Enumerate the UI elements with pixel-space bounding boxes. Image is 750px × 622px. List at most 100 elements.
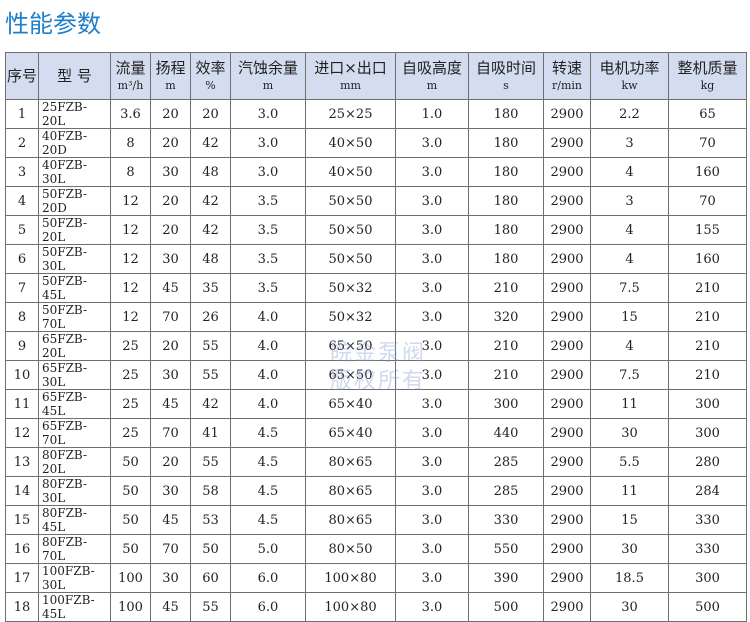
header-unit: % <box>205 79 216 92</box>
table-cell: 4.0 <box>230 389 306 419</box>
column-header: 进口×出口 mm <box>305 52 396 100</box>
table-cell: 330 <box>668 505 747 535</box>
table-cell: 285 <box>468 447 544 477</box>
table-cell: 42 <box>190 186 231 216</box>
table-cell: 4 <box>590 244 669 274</box>
table-cell: 12 <box>110 186 151 216</box>
table-cell: 12 <box>5 418 39 448</box>
table-cell: 3.0 <box>230 99 306 129</box>
table-cell: 50×32 <box>305 273 396 303</box>
table-cell: 4.5 <box>230 505 306 535</box>
table-cell: 45 <box>150 592 191 622</box>
table-cell: 284 <box>668 476 747 506</box>
table-cell: 80×65 <box>305 476 396 506</box>
table-cell: 55 <box>190 331 231 361</box>
table-cell: 50FZB-70L <box>38 302 111 332</box>
table-cell: 390 <box>468 563 544 593</box>
table-cell: 70 <box>150 534 191 564</box>
header-label: 型 号 <box>57 67 92 85</box>
header-unit: r/min <box>552 79 582 92</box>
table-cell: 30 <box>590 534 669 564</box>
table-cell: 70 <box>150 418 191 448</box>
table-cell: 20 <box>150 447 191 477</box>
table-cell: 26 <box>190 302 231 332</box>
column-header: 整机质量 kg <box>668 52 747 100</box>
table-cell: 55 <box>190 592 231 622</box>
table-cell: 20 <box>190 99 231 129</box>
table-cell: 285 <box>468 476 544 506</box>
table-row: 1 25FZB-20L 3.6 20 20 3.0 25×25 1.0 180 2900 2.2 65 <box>5 99 747 129</box>
column-header: 自吸时间 s <box>468 52 544 100</box>
table-row: 11 65FZB-45L 25 45 42 4.0 65×40 3.0 300 2900 11 300 <box>5 389 747 419</box>
table-cell: 3.0 <box>395 505 469 535</box>
table-cell: 3.0 <box>395 563 469 593</box>
column-header: 汽蚀余量 m <box>230 52 306 100</box>
header-unit: m <box>262 79 274 92</box>
header-label: 效率 <box>195 59 226 77</box>
table-cell: 100FZB-30L <box>38 563 111 593</box>
table-cell: 50FZB-20D <box>38 186 111 216</box>
table-cell: 300 <box>668 418 747 448</box>
table-cell: 280 <box>668 447 747 477</box>
table-cell: 30 <box>150 244 191 274</box>
table-cell: 41 <box>190 418 231 448</box>
table-cell: 160 <box>668 157 747 187</box>
table-cell: 65×40 <box>305 389 396 419</box>
table-cell: 210 <box>468 331 544 361</box>
table-cell: 18 <box>5 592 39 622</box>
table-cell: 2900 <box>543 157 591 187</box>
table-cell: 30 <box>150 476 191 506</box>
table-cell: 2900 <box>543 186 591 216</box>
table-cell: 180 <box>468 215 544 245</box>
table-cell: 50 <box>190 534 231 564</box>
table-cell: 2900 <box>543 244 591 274</box>
table-cell: 9 <box>5 331 39 361</box>
table-cell: 3.0 <box>395 128 469 158</box>
table-row: 10 65FZB-30L 25 30 55 4.0 65×50 3.0 210 2900 7.5 21… <box>5 360 747 390</box>
table-cell: 3.0 <box>395 331 469 361</box>
table-cell: 50 <box>110 505 151 535</box>
table-cell: 50 <box>110 476 151 506</box>
column-header: 效率% <box>190 52 231 100</box>
table-cell: 1.0 <box>395 99 469 129</box>
table-cell: 45 <box>150 273 191 303</box>
table-cell: 180 <box>468 186 544 216</box>
table-cell: 4.5 <box>230 476 306 506</box>
header-unit: s <box>503 79 509 92</box>
table-cell: 14 <box>5 476 39 506</box>
table-row: 4 50FZB-20D 12 20 42 3.5 50×50 3.0 180 2900 3 70 <box>5 186 747 216</box>
table-cell: 330 <box>468 505 544 535</box>
table-cell: 3.0 <box>395 447 469 477</box>
table-cell: 3.5 <box>230 273 306 303</box>
table-cell: 42 <box>190 215 231 245</box>
table-cell: 30 <box>150 563 191 593</box>
table-cell: 45 <box>150 505 191 535</box>
table-cell: 53 <box>190 505 231 535</box>
table-cell: 2900 <box>543 360 591 390</box>
table-row: 6 50FZB-30L 12 30 48 3.5 50×50 3.0 180 2900 4 160 <box>5 244 747 274</box>
table-cell: 155 <box>668 215 747 245</box>
table-cell: 2.2 <box>590 99 669 129</box>
header-label: 电机功率 <box>599 59 660 77</box>
table-cell: 8 <box>110 157 151 187</box>
performance-table: 序号 型 号 流量 m³/h 扬程 m 效率% 汽蚀余量 m 进口×出口 mm 自吸高度 m 自吸时间 s 转… <box>5 52 747 622</box>
table-cell: 2900 <box>543 447 591 477</box>
header-label: 汽蚀余量 <box>237 59 298 77</box>
table-cell: 6.0 <box>230 592 306 622</box>
table-cell: 40×50 <box>305 157 396 187</box>
table-cell: 50×32 <box>305 302 396 332</box>
table-cell: 2900 <box>543 389 591 419</box>
table-cell: 2900 <box>543 273 591 303</box>
table-cell: 3.0 <box>395 215 469 245</box>
table-cell: 48 <box>190 244 231 274</box>
table-cell: 80FZB-70L <box>38 534 111 564</box>
column-header: 自吸高度 m <box>395 52 469 100</box>
table-cell: 100FZB-45L <box>38 592 111 622</box>
table-cell: 50FZB-45L <box>38 273 111 303</box>
table-cell: 100 <box>110 592 151 622</box>
table-cell: 4 <box>590 215 669 245</box>
table-cell: 15 <box>590 505 669 535</box>
table-cell: 180 <box>468 244 544 274</box>
table-cell: 80FZB-45L <box>38 505 111 535</box>
table-cell: 180 <box>468 128 544 158</box>
